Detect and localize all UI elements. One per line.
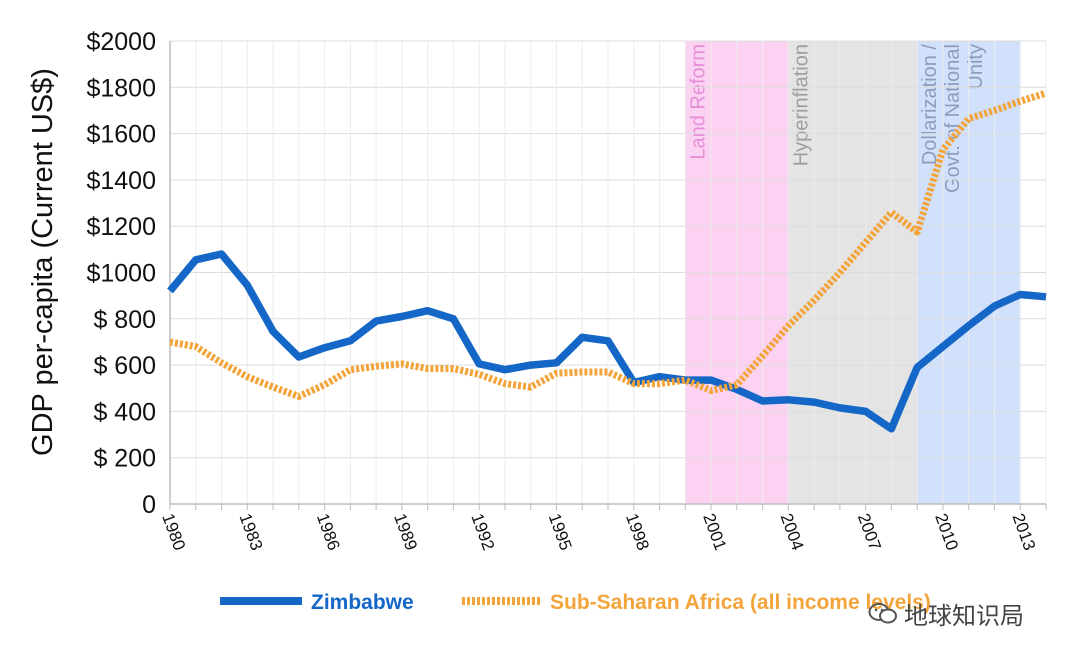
period-label-2-1: Govt. of National: [942, 44, 964, 193]
series-line-sub-saharan-africa: [169, 89, 1048, 400]
x-tick-label: 2007: [854, 511, 885, 553]
y-tick-label: $ 400: [93, 398, 156, 426]
watermark: 地球知识局: [868, 596, 1024, 631]
y-tick-label: $1200: [86, 213, 156, 241]
legend-zimbabwe-label: Zimbabwe: [311, 591, 414, 614]
y-axis-label: GDP per-capita (Current US$): [27, 68, 59, 456]
y-tick-label: $ 800: [93, 306, 156, 334]
y-tick-label: $2000: [86, 28, 156, 56]
y-tick-label: $1000: [86, 260, 156, 288]
legend: Zimbabwe Sub-Saharan Africa (all income …: [220, 591, 931, 614]
x-tick-label: 2010: [931, 511, 962, 553]
period-label-2-2: Unity: [965, 44, 987, 90]
x-tick-label: 1986: [313, 511, 344, 553]
watermark-text: 地球知识局: [904, 602, 1024, 630]
y-tick-label: $1800: [86, 74, 156, 102]
y-axis-ticks: 0 $ 200 $ 400 $ 600 $ 800 $1000 $1200 $1400 $160…: [86, 28, 156, 519]
x-tick-label: 1983: [236, 511, 267, 553]
period-label-0: Land Reform: [687, 44, 709, 160]
series-lines: [167, 89, 1048, 433]
y-tick-label: $1400: [86, 167, 156, 195]
period-label-1: Hyperinflation: [790, 44, 812, 166]
legend-ssa-label: Sub-Saharan Africa (all income levels): [550, 591, 931, 614]
x-tick-label: 2013: [1008, 511, 1039, 553]
x-tick-label: 2001: [699, 511, 730, 553]
y-tick-label: $ 600: [93, 352, 156, 380]
x-tick-label: 1998: [622, 511, 653, 553]
x-tick-label: 1992: [467, 511, 498, 553]
x-tick-label: 1980: [158, 511, 189, 553]
series-line-zimbabwe: [167, 250, 1047, 433]
x-tick-label: 1989: [390, 511, 421, 553]
x-tick-label: 2004: [777, 511, 808, 553]
y-tick-label: $1600: [86, 121, 156, 149]
period-label-2-0: Dollarization /: [919, 44, 941, 166]
wechat-icon: [868, 602, 897, 623]
y-tick-label: 0: [142, 491, 156, 519]
y-tick-label: $ 200: [93, 445, 156, 473]
x-tick-label: 1995: [545, 511, 576, 553]
